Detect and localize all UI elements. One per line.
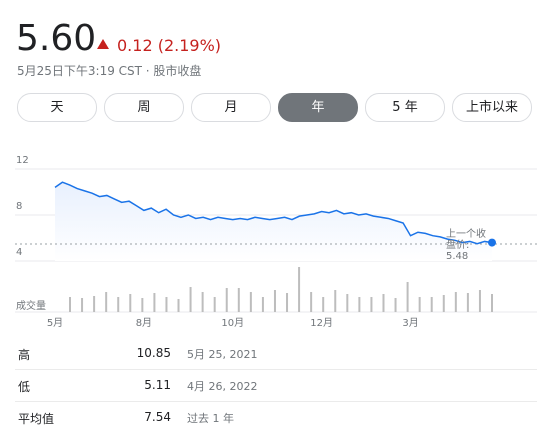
stat-label: 低 (18, 380, 31, 394)
volume-bar (201, 292, 204, 312)
range-tab[interactable]: 年 (278, 93, 358, 122)
volume-bar (322, 297, 325, 312)
prev-close: 上一个收盘价: 5.48 (446, 229, 492, 262)
y-tick-label: 8 (16, 201, 22, 212)
volume-bar (189, 287, 192, 312)
subtitle: 5月25日下午3:19 CST · 股市收盘 (17, 64, 202, 78)
volume-bar (478, 290, 481, 312)
last-point (488, 238, 496, 247)
prev-close-value: 5.48 (446, 251, 469, 262)
stat-value: 10.85 (136, 346, 171, 360)
range-tab[interactable]: 天 (17, 93, 97, 122)
volume-label: 成交量 (16, 299, 46, 312)
volume-bar (213, 297, 216, 312)
volume-bar (177, 299, 180, 312)
volume-bar (249, 292, 252, 312)
range-tab[interactable]: 5 年 (365, 93, 445, 122)
stat-note: 4月 26, 2022 (187, 380, 258, 393)
volume-bar (298, 267, 301, 312)
x-tick-label: 10月 (221, 317, 244, 329)
volume-bar (454, 292, 457, 312)
change: 0.12 (2.19%) (117, 36, 222, 55)
volume-bar (286, 293, 289, 312)
price-line (54, 181, 493, 245)
volume-bar (418, 297, 421, 312)
prev-close-label: 上一个收盘价: (446, 229, 486, 251)
volume-bar (153, 293, 156, 312)
x-tick-label: 12月 (310, 317, 333, 329)
range-tab[interactable]: 月 (191, 93, 271, 122)
volume-bar (105, 292, 108, 312)
volume-bar (466, 293, 469, 312)
x-tick-label: 5月 (47, 317, 63, 329)
stat-row: 低 5.11 4月 26, 2022 (15, 370, 537, 402)
volume-bar (394, 298, 397, 312)
range-tab[interactable]: 周 (104, 93, 184, 122)
volume-bar (93, 296, 96, 312)
volume-bar (117, 297, 120, 312)
price-area (55, 182, 492, 261)
stat-value: 5.11 (144, 378, 171, 392)
x-tick-label: 3月 (402, 317, 418, 329)
y-tick-label: 4 (16, 247, 22, 258)
range-tab[interactable]: 上市以来 (452, 93, 532, 122)
volume-bar (129, 294, 132, 312)
price: 5.60 (16, 18, 97, 59)
volume-bar (346, 294, 349, 312)
stat-note: 5月 25, 2021 (187, 348, 258, 361)
volume-bar (442, 295, 445, 312)
stat-value: 7.54 (144, 410, 171, 424)
volume-bar (141, 298, 144, 312)
volume-bar (310, 292, 313, 312)
x-tick-label: 8月 (136, 317, 152, 329)
volume-bar (69, 297, 71, 312)
stat-note: 过去 1 年 (187, 412, 234, 425)
stat-row: 平均值 7.54 过去 1 年 (15, 402, 537, 433)
volume-bar (225, 288, 228, 312)
volume-bar (165, 297, 168, 312)
volume-bar (430, 297, 433, 312)
stat-label: 平均值 (18, 412, 55, 426)
volume-bar (406, 282, 409, 312)
volume-bar (334, 290, 337, 312)
volume-bar (382, 294, 385, 312)
volume-bar (237, 288, 240, 312)
volume-bar (273, 290, 276, 312)
y-tick-label: 12 (16, 155, 29, 166)
up-arrow (97, 39, 109, 49)
stat-row: 高 10.85 5月 25, 2021 (15, 338, 537, 370)
stat-label: 高 (18, 348, 31, 362)
volume-bar (370, 297, 373, 312)
volume-bar (358, 297, 361, 312)
volume-bar (491, 294, 493, 312)
volume-bar (81, 298, 84, 312)
volume-bar (261, 297, 264, 312)
